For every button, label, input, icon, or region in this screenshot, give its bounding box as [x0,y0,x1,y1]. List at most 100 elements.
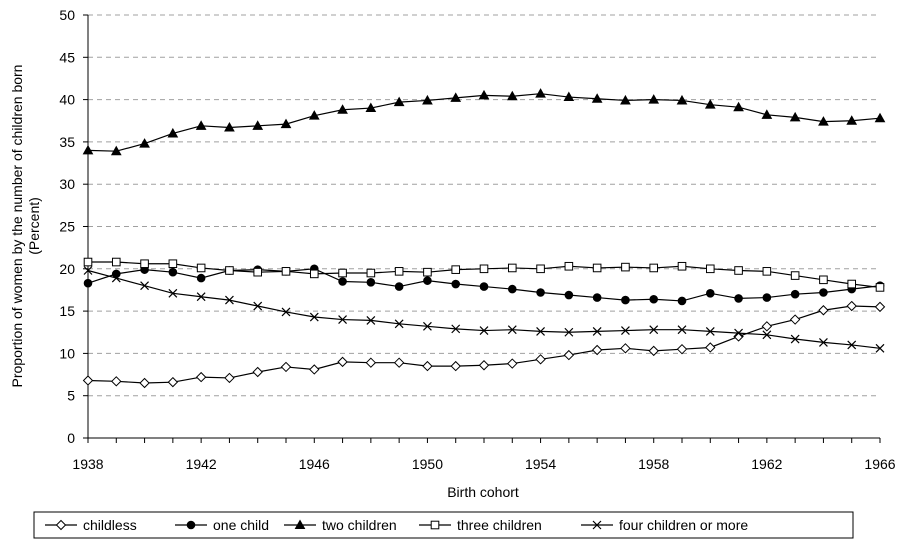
data-point [535,354,546,365]
data-point [564,290,574,300]
data-point [139,377,150,389]
data-point [139,138,150,148]
data-point [366,278,376,287]
data-point [676,343,688,355]
data-point [762,330,772,340]
data-point [591,344,603,356]
data-point [733,101,744,112]
data-point [705,326,715,336]
data-point [507,358,518,369]
y-tick-label: 30 [59,176,75,192]
data-point [874,112,886,123]
data-point [536,264,545,274]
data-point [450,360,461,372]
x-tick-label: 1954 [525,456,556,472]
data-point [762,267,772,276]
data-point [478,360,490,371]
data-point [224,372,235,384]
data-point [705,289,715,298]
data-point [196,263,206,273]
data-point [536,288,545,297]
data-point [535,88,546,98]
data-point [252,366,263,378]
data-point [676,94,688,105]
y-tick-label: 45 [59,49,75,65]
data-point [847,279,857,289]
data-point [762,293,772,302]
data-point [733,331,744,342]
y-axis-title-line-2: (Percent) [26,197,42,255]
legend-item: two children [284,517,397,533]
data-point [648,345,659,357]
data-point [704,99,716,109]
data-point [168,288,178,298]
data-point [111,257,121,267]
data-point [225,295,234,305]
series-two-children [82,88,886,156]
legend-label: three children [457,517,542,533]
data-point [140,281,149,291]
y-tick-label: 20 [59,261,75,277]
data-point [366,315,376,325]
data-point [423,321,432,331]
data-point [705,264,715,274]
data-point [564,327,574,337]
data-point [819,337,828,347]
data-point [847,340,857,350]
data-point [394,282,404,291]
data-point [168,267,178,277]
x-tick-label: 1950 [412,456,443,472]
data-point [83,266,93,275]
data-point [294,519,306,529]
data-point [280,118,292,129]
data-point [140,259,149,269]
data-point [196,273,206,283]
tick-labels: 0 5 10 15 20 25 30 35 40 45 50 1938 1942 1946 1950 1954… [59,7,895,472]
legend-item: one child [175,517,269,533]
data-point [677,296,687,306]
gridlines [88,14,880,397]
data-point [818,305,829,316]
data-point [451,279,461,289]
data-point [564,261,574,271]
data-point [337,356,348,368]
legend-label: one child [213,517,269,533]
data-point [281,307,291,317]
axes [83,14,881,443]
x-tick-label: 1938 [72,456,103,472]
data-point [253,267,263,277]
data-point [167,376,179,388]
data-point [591,93,603,103]
data-point [186,520,196,530]
data-point [280,361,292,373]
data-point [83,257,93,267]
data-point [167,127,179,138]
data-point [818,116,829,126]
data-point [82,375,94,386]
x-tick-label: 1946 [299,456,330,472]
data-point [224,121,235,132]
data-point [309,269,319,279]
data-point [394,267,404,276]
data-point [110,145,122,156]
data-point [620,343,631,354]
data-point [677,325,687,335]
data-point [451,265,461,274]
data-point [789,314,801,325]
data-point [649,294,659,304]
data-point [252,120,264,130]
data-point [621,326,630,335]
y-tick-label: 0 [67,430,75,446]
y-axis-title-line-1: Proportion of women by the number of chi… [9,65,25,388]
series-four-children-or-more [83,266,885,353]
data-point [649,263,659,273]
y-tick-label: 10 [59,345,75,361]
data-point [111,376,122,387]
data-point [761,109,773,119]
x-axis-title: Birth cohort [447,484,519,500]
data-point [195,371,207,383]
data-point [451,324,461,334]
data-point [649,325,659,335]
data-point [82,144,94,155]
